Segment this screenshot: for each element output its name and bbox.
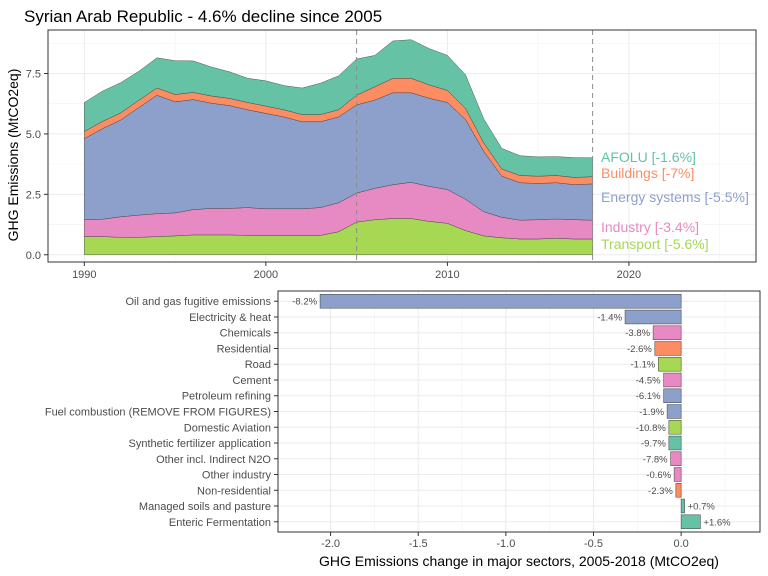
bar-data-label: -1.9% (639, 407, 664, 418)
bar (675, 483, 682, 498)
bar-data-label: -2.3% (648, 486, 673, 497)
bar (652, 325, 682, 340)
bar (673, 467, 682, 482)
bar-data-label: +1.6% (703, 517, 731, 528)
bar-category-label: Domestic Aviation (184, 422, 271, 434)
bar (663, 372, 682, 388)
bar (319, 294, 682, 309)
bar-data-label: -1.1% (631, 360, 656, 371)
bar-chart-panel: -2.0 -1.5 -1.0 -0.5 0.0 Oil and gas fugitive … (45, 290, 761, 550)
area-plot-border (47, 29, 757, 263)
area-chart-panel: 1990 2000 2010 2020 0.0 2.5 5.0 7.5 Transport [-… (26, 29, 757, 281)
bar-category-label: Residential (217, 343, 271, 355)
area-x-tick-label: 2010 (435, 269, 459, 281)
bar-category-label: Cement (232, 375, 271, 387)
area-y-tick-label: 0.0 (26, 250, 41, 262)
bar-data-label: +0.7% (688, 502, 716, 513)
bar-category-label: Chemicals (220, 328, 272, 340)
bar-category-label: Synthetic fertilizer application (129, 438, 271, 450)
bar-data-label: -4.5% (636, 375, 661, 386)
bar (654, 341, 682, 356)
bar-chart-x-axis-label: GHG Emissions change in major sectors, 2… (319, 553, 719, 569)
bar-data-label: -6.1% (636, 391, 661, 402)
bar (668, 435, 682, 451)
chart-title: Syrian Arab Republic - 4.6% decline sinc… (24, 7, 382, 26)
bar-data-label: -9.7% (641, 439, 666, 450)
bar (624, 309, 682, 325)
area-series-label: AFOLU [-1.6%] (601, 149, 696, 165)
bar-category-label: Fuel combustion (REMOVE FROM FIGURES) (45, 407, 271, 419)
bar-data-label: -7.8% (643, 454, 668, 465)
bar-x-tick-label: -1.0 (496, 538, 515, 550)
bar-data-label: -1.4% (597, 312, 622, 323)
area-series-label: Energy systems [-5.5%] (601, 189, 749, 205)
bar (663, 388, 682, 403)
bar (680, 514, 701, 529)
bar-category-label: Road (245, 359, 271, 371)
area-x-tick-label: 2000 (254, 269, 278, 281)
bar-category-label: Other industry (202, 470, 272, 482)
area-y-tick-label: 7.5 (26, 69, 41, 81)
bar-category-label: Electricity & heat (189, 312, 271, 324)
bar (658, 357, 682, 372)
bar (680, 498, 685, 514)
bar-category-label: Managed soils and pasture (139, 501, 271, 513)
area-y-tick-label: 5.0 (26, 129, 41, 141)
bar-x-tick-label: -0.5 (584, 538, 603, 550)
bar-category-label: Other incl. Indirect N2O (156, 454, 271, 466)
area-series-label: Buildings [-7%] (601, 165, 694, 181)
area-series-label: Industry [-3.4%] (601, 219, 699, 235)
area-x-tick-label: 1990 (72, 269, 96, 281)
bar-category-label: Enteric Fermentation (169, 517, 271, 529)
bar-x-tick-label: 0.0 (673, 538, 688, 550)
area-x-tick-label: 2020 (617, 269, 641, 281)
bar-data-label: -0.6% (646, 470, 671, 481)
bar-plot-border (277, 290, 761, 533)
bar-data-label: -10.8% (636, 423, 667, 434)
bar-data-label: -8.2% (292, 297, 317, 308)
bar-category-label: Petroleum refining (182, 391, 271, 403)
bar-x-tick-label: -1.5 (409, 538, 428, 550)
area-chart-y-axis-label: GHG Emissions (MtCO2eq) (5, 69, 21, 242)
bar-x-tick-label: -2.0 (321, 538, 340, 550)
area-series-label: Transport [-5.6%] (601, 236, 709, 252)
area-y-tick-label: 2.5 (26, 189, 41, 201)
bar (668, 420, 682, 435)
bar-category-label: Oil and gas fugitive emissions (125, 296, 271, 308)
bar-category-label: Non-residential (197, 485, 271, 497)
bar (670, 451, 682, 466)
bar (666, 404, 682, 419)
bar-data-label: -2.6% (627, 344, 652, 355)
bar-data-label: -3.8% (625, 328, 650, 339)
